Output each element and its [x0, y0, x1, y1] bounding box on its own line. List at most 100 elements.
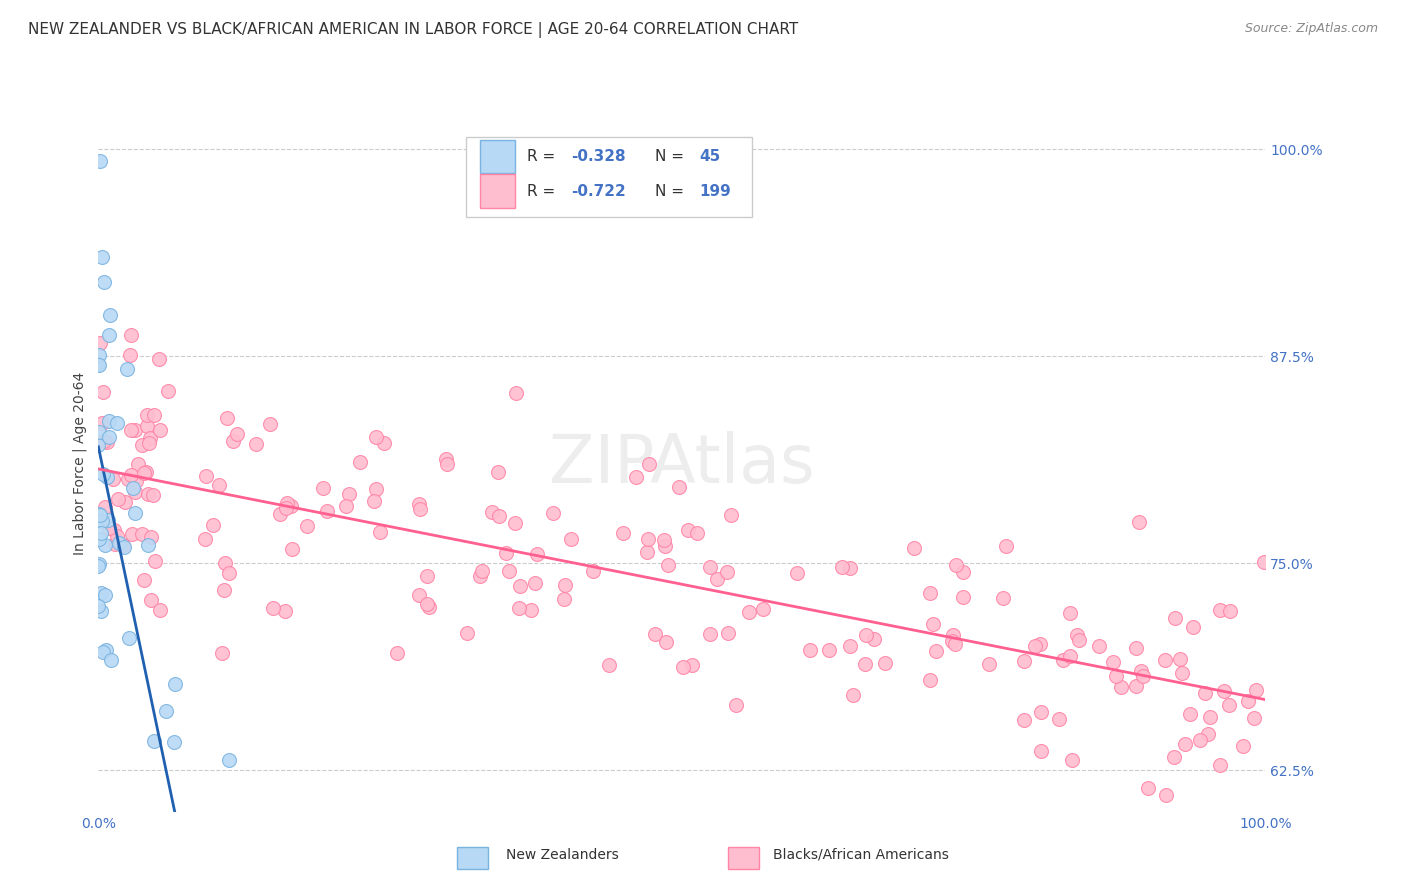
- Point: [1243, 711, 1265, 725]
- Point: [481, 505, 503, 519]
- Point: [105, 529, 128, 543]
- Point: [855, 628, 877, 642]
- Point: [90, 586, 112, 600]
- Point: [1052, 653, 1074, 667]
- Text: Source: ZipAtlas.com: Source: ZipAtlas.com: [1244, 22, 1378, 36]
- Point: [1012, 654, 1035, 668]
- Point: [875, 656, 897, 670]
- Point: [131, 438, 153, 452]
- Point: [136, 538, 159, 552]
- Point: [274, 604, 297, 618]
- Point: [638, 457, 661, 471]
- Point: [139, 593, 162, 607]
- Y-axis label: In Labor Force | Age 20-64: In Labor Force | Age 20-64: [73, 372, 87, 556]
- Point: [995, 539, 1018, 553]
- Point: [214, 556, 236, 570]
- Point: [720, 508, 742, 522]
- Point: [370, 525, 392, 540]
- Point: [335, 499, 357, 513]
- Point: [554, 578, 576, 592]
- Point: [1194, 685, 1216, 699]
- Point: [1218, 698, 1240, 713]
- Point: [364, 430, 387, 444]
- Point: [509, 579, 531, 593]
- Point: [111, 538, 134, 552]
- Point: [89, 507, 111, 521]
- Point: [337, 487, 360, 501]
- Point: [636, 544, 658, 558]
- Point: [120, 423, 142, 437]
- Point: [280, 499, 302, 513]
- Point: [553, 591, 575, 606]
- Point: [195, 469, 218, 483]
- Point: [143, 554, 166, 568]
- Point: [1101, 656, 1123, 670]
- Point: [706, 573, 728, 587]
- Point: [415, 597, 437, 611]
- Point: [903, 541, 925, 555]
- Point: [925, 643, 948, 657]
- Point: [259, 417, 281, 431]
- Point: [1125, 680, 1147, 694]
- Point: [136, 487, 159, 501]
- Point: [503, 516, 526, 531]
- Point: [1199, 710, 1222, 724]
- Point: [245, 437, 267, 451]
- Point: [724, 698, 747, 712]
- Point: [208, 477, 231, 491]
- Point: [921, 617, 943, 632]
- Point: [225, 427, 247, 442]
- Point: [315, 504, 337, 518]
- Point: [943, 637, 966, 651]
- Point: [138, 436, 160, 450]
- Point: [120, 468, 142, 483]
- Point: [124, 423, 146, 437]
- Point: [918, 673, 941, 687]
- Point: [89, 335, 111, 350]
- Point: [98, 327, 121, 342]
- Point: [87, 559, 110, 574]
- Point: [657, 558, 679, 572]
- Point: [112, 540, 135, 554]
- Point: [799, 643, 821, 657]
- Point: [120, 328, 142, 343]
- Text: N =: N =: [655, 149, 689, 164]
- Point: [582, 564, 605, 578]
- Point: [1047, 712, 1070, 726]
- Point: [127, 458, 149, 472]
- Point: [942, 627, 965, 641]
- Point: [93, 434, 115, 448]
- Point: [91, 515, 114, 529]
- Point: [685, 526, 707, 541]
- Point: [269, 508, 291, 522]
- FancyBboxPatch shape: [465, 136, 752, 217]
- Point: [1137, 780, 1160, 795]
- Point: [117, 361, 139, 376]
- Point: [274, 500, 297, 515]
- Point: [541, 506, 564, 520]
- Point: [1125, 640, 1147, 655]
- Point: [853, 657, 876, 672]
- Point: [952, 566, 974, 580]
- Text: R =: R =: [527, 184, 560, 199]
- Point: [672, 660, 695, 674]
- Point: [124, 506, 146, 520]
- Point: [349, 455, 371, 469]
- Point: [717, 625, 740, 640]
- Point: [524, 575, 547, 590]
- Point: [163, 677, 186, 691]
- Point: [155, 704, 177, 718]
- Point: [977, 657, 1000, 671]
- Point: [470, 568, 492, 582]
- Point: [1012, 713, 1035, 727]
- Point: [598, 657, 620, 672]
- Point: [121, 527, 143, 541]
- Point: [94, 539, 117, 553]
- Point: [105, 416, 128, 430]
- Point: [211, 646, 233, 660]
- Point: [149, 423, 172, 437]
- Point: [716, 565, 738, 579]
- Point: [408, 588, 430, 602]
- Point: [1232, 739, 1254, 753]
- Point: [297, 519, 319, 533]
